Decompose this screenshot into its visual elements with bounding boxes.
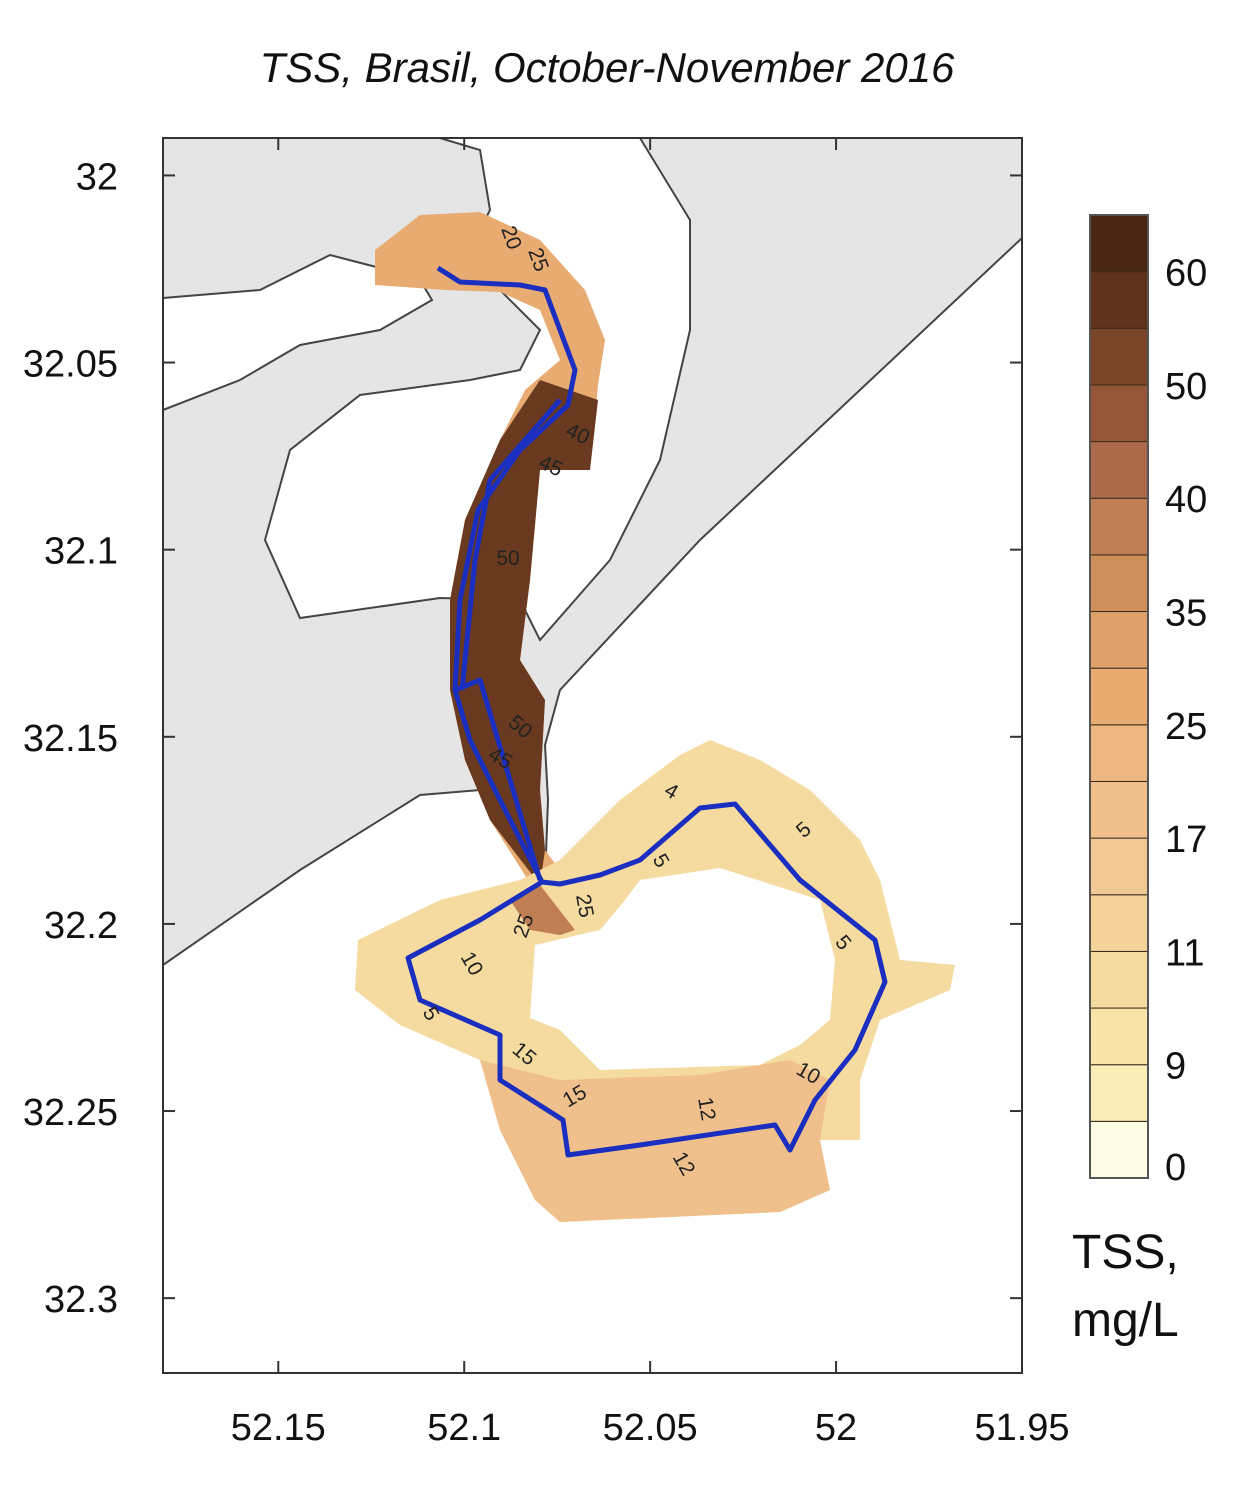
colorbar-tick-label: 9 — [1165, 1046, 1186, 1088]
ship-track — [405, 265, 888, 1158]
y-tick-label: 32.25 — [23, 1092, 118, 1134]
colorbar-tick-label: 40 — [1165, 479, 1207, 521]
colorbar-band — [1089, 1120, 1149, 1179]
tss-field — [510, 885, 575, 935]
colorbar-band — [1089, 214, 1149, 273]
y-tick-label: 32.3 — [44, 1279, 118, 1321]
colorbar-band — [1089, 667, 1149, 726]
colorbar: 0 9 11 17 25 35 40 50 60 — [1089, 214, 1207, 1189]
x-tick-label: 52.05 — [603, 1407, 698, 1449]
y-tick-label: 32 — [76, 156, 118, 198]
colorbar-tick-label: 17 — [1165, 819, 1207, 861]
colorbar-tick-label: 35 — [1165, 593, 1207, 635]
colorbar-title: TSS, — [1072, 1226, 1179, 1279]
title: TSS, Brasil, October-November 2016 — [260, 44, 955, 91]
y-tick-label: 32.1 — [44, 531, 118, 573]
colorbar-band — [1089, 497, 1149, 556]
colorbar-band — [1089, 1007, 1149, 1066]
gap — [530, 868, 835, 1070]
contour-label: 12 — [693, 1095, 720, 1122]
colorbar-tick-label: 50 — [1165, 366, 1207, 408]
colorbar-band — [1089, 271, 1149, 329]
colorbar-band — [1089, 441, 1149, 499]
colorbar-band — [1089, 837, 1149, 896]
colorbar-band — [1089, 950, 1149, 1009]
colorbar-band — [1089, 611, 1149, 669]
colorbar-title: mg/L — [1072, 1294, 1179, 1347]
colorbar-band — [1089, 327, 1149, 386]
colorbar-frame — [1089, 214, 1149, 1179]
y-tick-label: 32.2 — [44, 905, 118, 947]
colorbar-band — [1089, 894, 1149, 952]
colorbar-tick-label: 25 — [1165, 706, 1207, 748]
colorbar-tick-label: 11 — [1165, 932, 1204, 974]
colorbar-tick-label: 60 — [1165, 253, 1207, 295]
contour-label: 50 — [496, 547, 519, 570]
contour-label: 25 — [571, 892, 598, 919]
y-tick-label: 32.05 — [23, 344, 118, 386]
map-frame — [162, 137, 1023, 1374]
x-tick-label: 52 — [815, 1407, 857, 1449]
x-tick-label: 52.15 — [231, 1407, 326, 1449]
colorbar-band — [1089, 554, 1149, 613]
y-tick-label: 32.15 — [23, 718, 118, 760]
water — [163, 253, 434, 412]
x-tick-label: 52.1 — [427, 1407, 501, 1449]
colorbar-tick-label: 0 — [1165, 1147, 1186, 1189]
colorbar-band — [1089, 724, 1149, 782]
colorbar-band — [1089, 1064, 1149, 1122]
colorbar-band — [1089, 780, 1149, 839]
map-area — [163, 138, 1022, 1373]
x-tick-label: 51.95 — [974, 1407, 1069, 1449]
colorbar-band — [1089, 384, 1149, 443]
